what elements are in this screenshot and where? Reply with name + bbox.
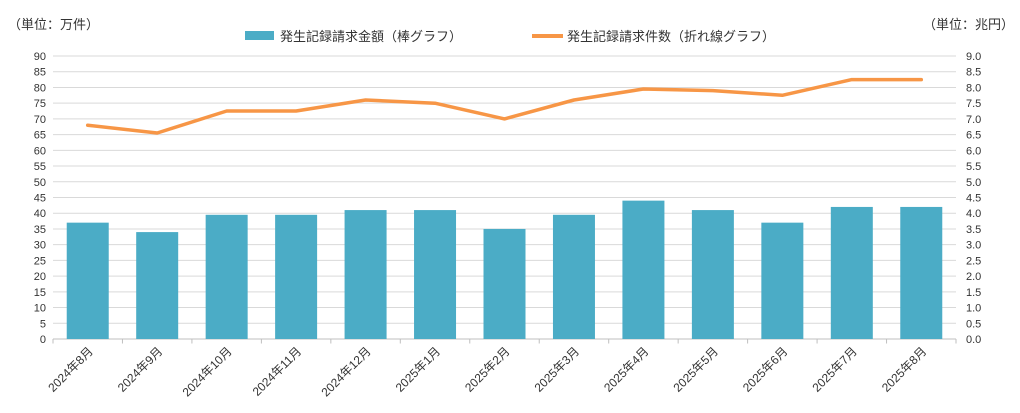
right-axis-tick-label: 6.0 — [966, 145, 981, 157]
left-axis-tick-label: 50 — [34, 177, 46, 189]
x-axis-label: 2025年8月 — [879, 344, 929, 394]
right-axis-tick-label: 7.0 — [966, 114, 981, 126]
left-axis-tick-label: 5 — [40, 318, 46, 330]
line-series-path — [85, 77, 924, 135]
bar-2025年4月 — [622, 200, 665, 339]
right-axis-tick-label: 3.0 — [966, 240, 981, 252]
left-axis-tick-label: 30 — [34, 240, 46, 252]
line-series-swatch — [532, 33, 563, 38]
left-axis-tick-label: 90 — [34, 51, 46, 63]
bar-2025年5月 — [691, 210, 734, 339]
bar-2024年9月 — [136, 232, 179, 339]
legend-line-series-label: 発生記録請求件数（折れ線グラフ） — [567, 29, 776, 44]
right-axis-tick-label: 1.5 — [966, 287, 981, 299]
right-axis-tick-label: 4.5 — [966, 193, 981, 205]
right-axis-tick-label: 2.0 — [966, 271, 981, 283]
right-axis-tick-label: 1.0 — [966, 303, 981, 315]
right-axis-unit-label: （単位：兆円） — [922, 17, 1014, 32]
left-axis-tick-label: 40 — [34, 208, 46, 220]
x-axis-label: 2025年1月 — [393, 344, 443, 394]
bar-series-swatch — [244, 31, 274, 40]
bar-2025年8月 — [900, 206, 943, 339]
legend-item-bar-series: 発生記録請求金額（棒グラフ） — [244, 26, 462, 45]
left-axis-tick-label: 85 — [34, 67, 46, 79]
x-axis-label: 2025年5月 — [671, 344, 721, 394]
x-axis-label: 2025年3月 — [532, 344, 582, 394]
right-axis-tick-label: 8.5 — [966, 67, 981, 79]
x-axis-label: 2025年4月 — [601, 344, 651, 394]
legend-item-line-series: 発生記録請求件数（折れ線グラフ） — [532, 26, 775, 45]
left-axis-tick-label: 25 — [34, 255, 46, 267]
legend: 発生記録請求金額（棒グラフ） 発生記録請求件数（折れ線グラフ） — [0, 26, 1020, 45]
x-axis-label: 2025年7月 — [809, 344, 859, 394]
bar-2025年6月 — [761, 222, 804, 339]
bar-2025年7月 — [830, 206, 873, 339]
right-axis-tick-label: 3.5 — [966, 224, 981, 236]
left-axis-tick-label: 65 — [34, 130, 46, 142]
right-axis-tick-label: 7.5 — [966, 98, 981, 110]
right-axis-tick-label: 8.0 — [966, 82, 981, 94]
legend-bar-series-label: 発生記録請求金額（棒グラフ） — [279, 29, 462, 44]
bar-2024年11月 — [275, 214, 318, 339]
x-axis-label: 2024年10月 — [180, 344, 235, 399]
right-axis-tick-label: 0.5 — [966, 318, 981, 330]
left-axis-tick-label: 60 — [34, 145, 46, 157]
left-axis-tick-label: 20 — [34, 271, 46, 283]
bar-2025年1月 — [414, 210, 457, 339]
right-axis-tick-label: 5.5 — [966, 161, 981, 173]
x-axis-label: 2025年2月 — [462, 344, 512, 394]
bar-2024年12月 — [344, 210, 387, 339]
left-axis-tick-label: 70 — [34, 114, 46, 126]
x-axis-label: 2024年8月 — [45, 344, 95, 394]
x-axis-label: 2024年11月 — [250, 344, 305, 399]
left-axis-tick-label: 75 — [34, 98, 46, 110]
right-axis-tick-label: 2.5 — [966, 255, 981, 267]
right-axis-tick-label: 9.0 — [966, 51, 981, 63]
left-axis-tick-label: 45 — [34, 193, 46, 205]
right-axis-tick-label: 6.5 — [966, 130, 981, 142]
left-axis-tick-label: 35 — [34, 224, 46, 236]
bar-2025年3月 — [552, 214, 595, 339]
left-axis-unit-label: （単位：万件） — [8, 17, 100, 32]
x-axis-label: 2025年6月 — [740, 344, 790, 394]
right-axis-tick-label: 5.0 — [966, 177, 981, 189]
left-axis-tick-label: 80 — [34, 82, 46, 94]
right-axis-tick-label: 4.0 — [966, 208, 981, 220]
bar-2024年8月 — [66, 222, 109, 339]
left-axis-tick-label: 0 — [40, 334, 46, 346]
left-axis-tick-label: 15 — [34, 287, 46, 299]
bar-2024年10月 — [205, 214, 248, 339]
x-axis-label: 2024年9月 — [115, 344, 165, 394]
x-axis-label: 2024年12月 — [319, 344, 374, 399]
left-axis-tick-label: 55 — [34, 161, 46, 173]
left-axis-tick-label: 10 — [34, 303, 46, 315]
right-axis-tick-label: 0.0 — [966, 334, 981, 346]
bar-2025年2月 — [483, 228, 526, 339]
